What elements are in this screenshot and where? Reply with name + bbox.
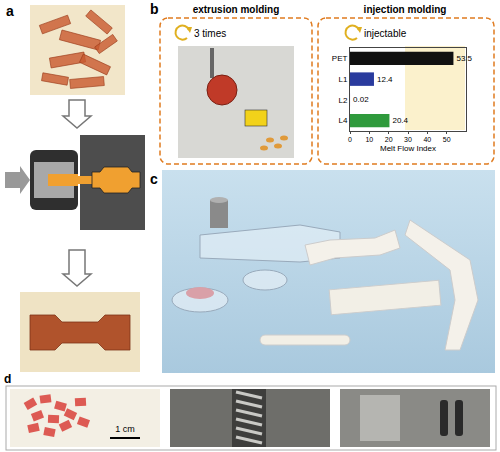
svg-text:1 cm: 1 cm: [115, 424, 135, 434]
svg-text:0.02: 0.02: [353, 95, 369, 104]
svg-text:50: 50: [443, 136, 451, 143]
svg-text:L2: L2: [338, 96, 347, 105]
svg-text:12.4: 12.4: [377, 75, 393, 84]
svg-text:30: 30: [404, 136, 412, 143]
svg-text:injectable: injectable: [364, 28, 407, 39]
svg-text:d: d: [4, 372, 11, 386]
svg-text:extrusion molding: extrusion molding: [193, 4, 280, 15]
svg-text:injection molding: injection molding: [364, 4, 447, 15]
svg-text:20.4: 20.4: [392, 116, 408, 125]
svg-text:10: 10: [365, 136, 373, 143]
svg-text:L1: L1: [338, 75, 347, 84]
svg-text:PET: PET: [332, 54, 348, 63]
svg-text:20: 20: [385, 136, 393, 143]
svg-text:0: 0: [348, 136, 352, 143]
svg-text:b: b: [150, 1, 159, 17]
svg-text:Melt Flow Index: Melt Flow Index: [380, 144, 436, 153]
svg-text:c: c: [150, 171, 158, 187]
svg-text:a: a: [6, 3, 14, 19]
svg-text:L4: L4: [338, 116, 347, 125]
svg-text:3 times: 3 times: [194, 28, 226, 39]
svg-text:40: 40: [423, 136, 431, 143]
svg-text:53.5: 53.5: [456, 54, 472, 63]
